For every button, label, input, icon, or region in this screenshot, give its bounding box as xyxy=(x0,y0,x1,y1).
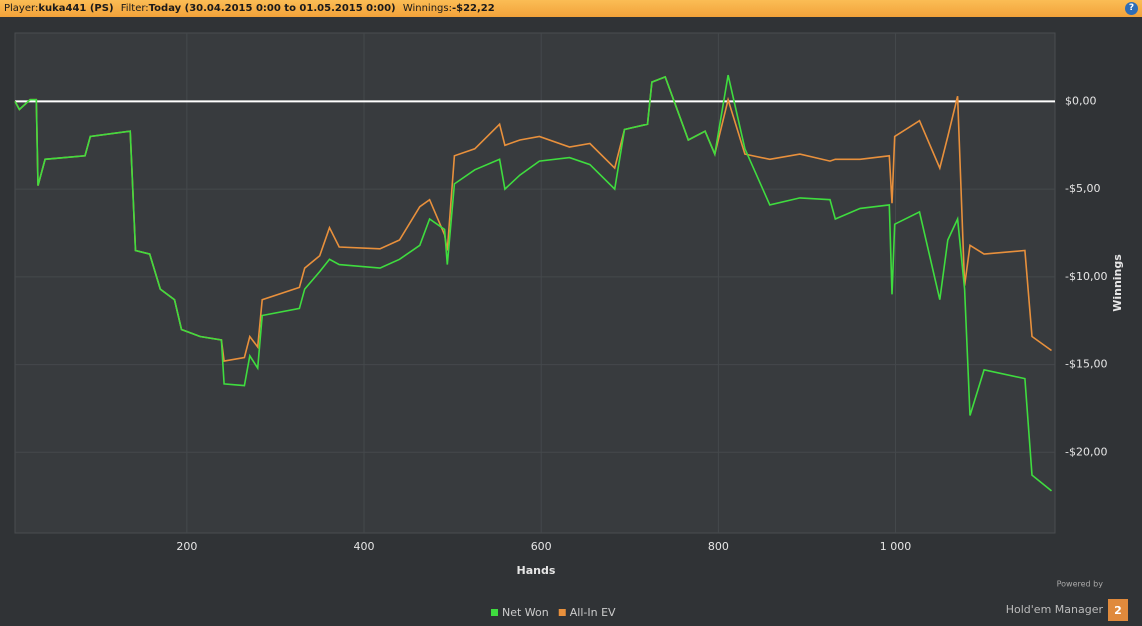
plot-area xyxy=(14,32,1056,534)
y-axis-label: Winnings xyxy=(1111,254,1124,312)
player: kuka441 (PS) xyxy=(38,3,114,14)
label: Player: xyxy=(4,3,39,14)
x-tick-label: 1 000 xyxy=(880,540,912,553)
x-tick-label: 800 xyxy=(708,540,729,553)
header-bar: Player:kuka441 (PS) Filter:Today (30.04.… xyxy=(0,0,1142,17)
label: Filter: xyxy=(120,3,149,14)
legend-swatch xyxy=(558,609,566,616)
y-tick-label: -$10,00 xyxy=(1065,270,1107,283)
help-button[interactable]: ? xyxy=(1125,2,1138,15)
y-tick-label: $0,00 xyxy=(1065,94,1097,107)
x-tick-label: 200 xyxy=(176,540,197,553)
series-line xyxy=(14,74,1053,492)
x-tick-label: 400 xyxy=(354,540,375,553)
x-axis-label: Hands xyxy=(517,564,556,577)
powered-by: Powered by xyxy=(1057,580,1104,589)
filter: Today (30.04.2015 0:00 to 01.05.2015 0:0… xyxy=(148,3,396,14)
y-tick-label: -$5,00 xyxy=(1065,182,1100,195)
legend-label: All-In EV xyxy=(570,606,616,619)
winnings: -$22,22 xyxy=(451,3,495,14)
legend-label: Net Won xyxy=(502,606,549,619)
brand: Hold'em Manager xyxy=(1006,603,1104,616)
x-tick-label: 600 xyxy=(531,540,552,553)
label: Winnings: xyxy=(402,3,452,14)
y-tick-label: -$20,00 xyxy=(1065,445,1107,458)
logo-text: 2 xyxy=(1114,604,1122,617)
logo xyxy=(1108,599,1128,621)
legend-swatch xyxy=(491,609,498,616)
y-tick-label: -$15,00 xyxy=(1065,358,1107,371)
chart: Hands Winnings Powered by Hold'em Manage… xyxy=(14,32,1128,621)
